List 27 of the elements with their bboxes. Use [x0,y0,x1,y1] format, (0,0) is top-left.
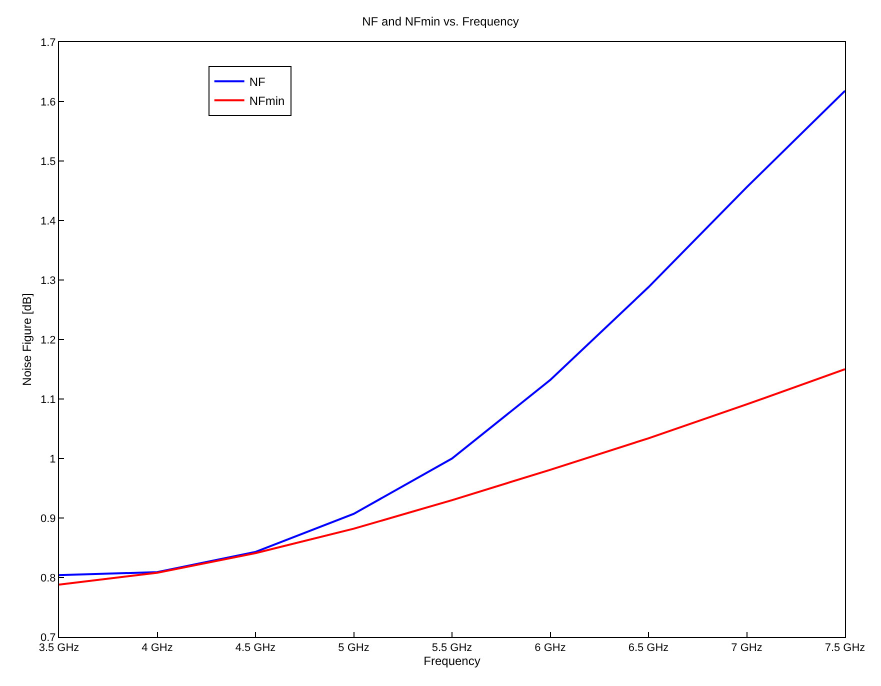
x-tick-label: 5 GHz [338,642,370,654]
y-tick-label: 1.1 [40,394,56,406]
x-tick-label: 3.5 GHz [38,642,80,654]
y-tick-label: 1.4 [40,215,56,228]
x-tick-label: 6.5 GHz [628,642,669,654]
y-tick-label: 1.7 [40,36,56,49]
x-tick-label: 4 GHz [142,642,173,654]
line-series [59,368,845,586]
y-tick-label: 1.2 [40,334,56,346]
chart-title: NF and NFmin vs. Frequency [362,14,519,29]
y-tick-label: 0.8 [40,572,56,584]
x-axis-title: Frequency [424,654,480,668]
y-tick-label: 1.6 [40,96,56,108]
y-tick-label: 1 [50,453,56,466]
x-tick-label: 7 GHz [731,642,762,654]
x-tick-label: 5.5 GHz [432,642,472,654]
x-tick-label: 7.5 GHz [824,642,866,654]
legend-label: NF [249,74,266,89]
y-tick-label: 0.9 [40,512,56,525]
y-tick-label: 1.5 [40,156,56,168]
y-tick-label: 0.7 [40,632,56,644]
line-series [59,90,845,576]
x-tick-label: 6 GHz [534,642,566,654]
y-axis-title: Noise Figure [dB] [20,293,34,386]
legend-label: NFmin [249,94,285,108]
y-tick-label: 1.3 [40,274,56,287]
x-tick-label: 4.5 GHz [235,642,276,654]
